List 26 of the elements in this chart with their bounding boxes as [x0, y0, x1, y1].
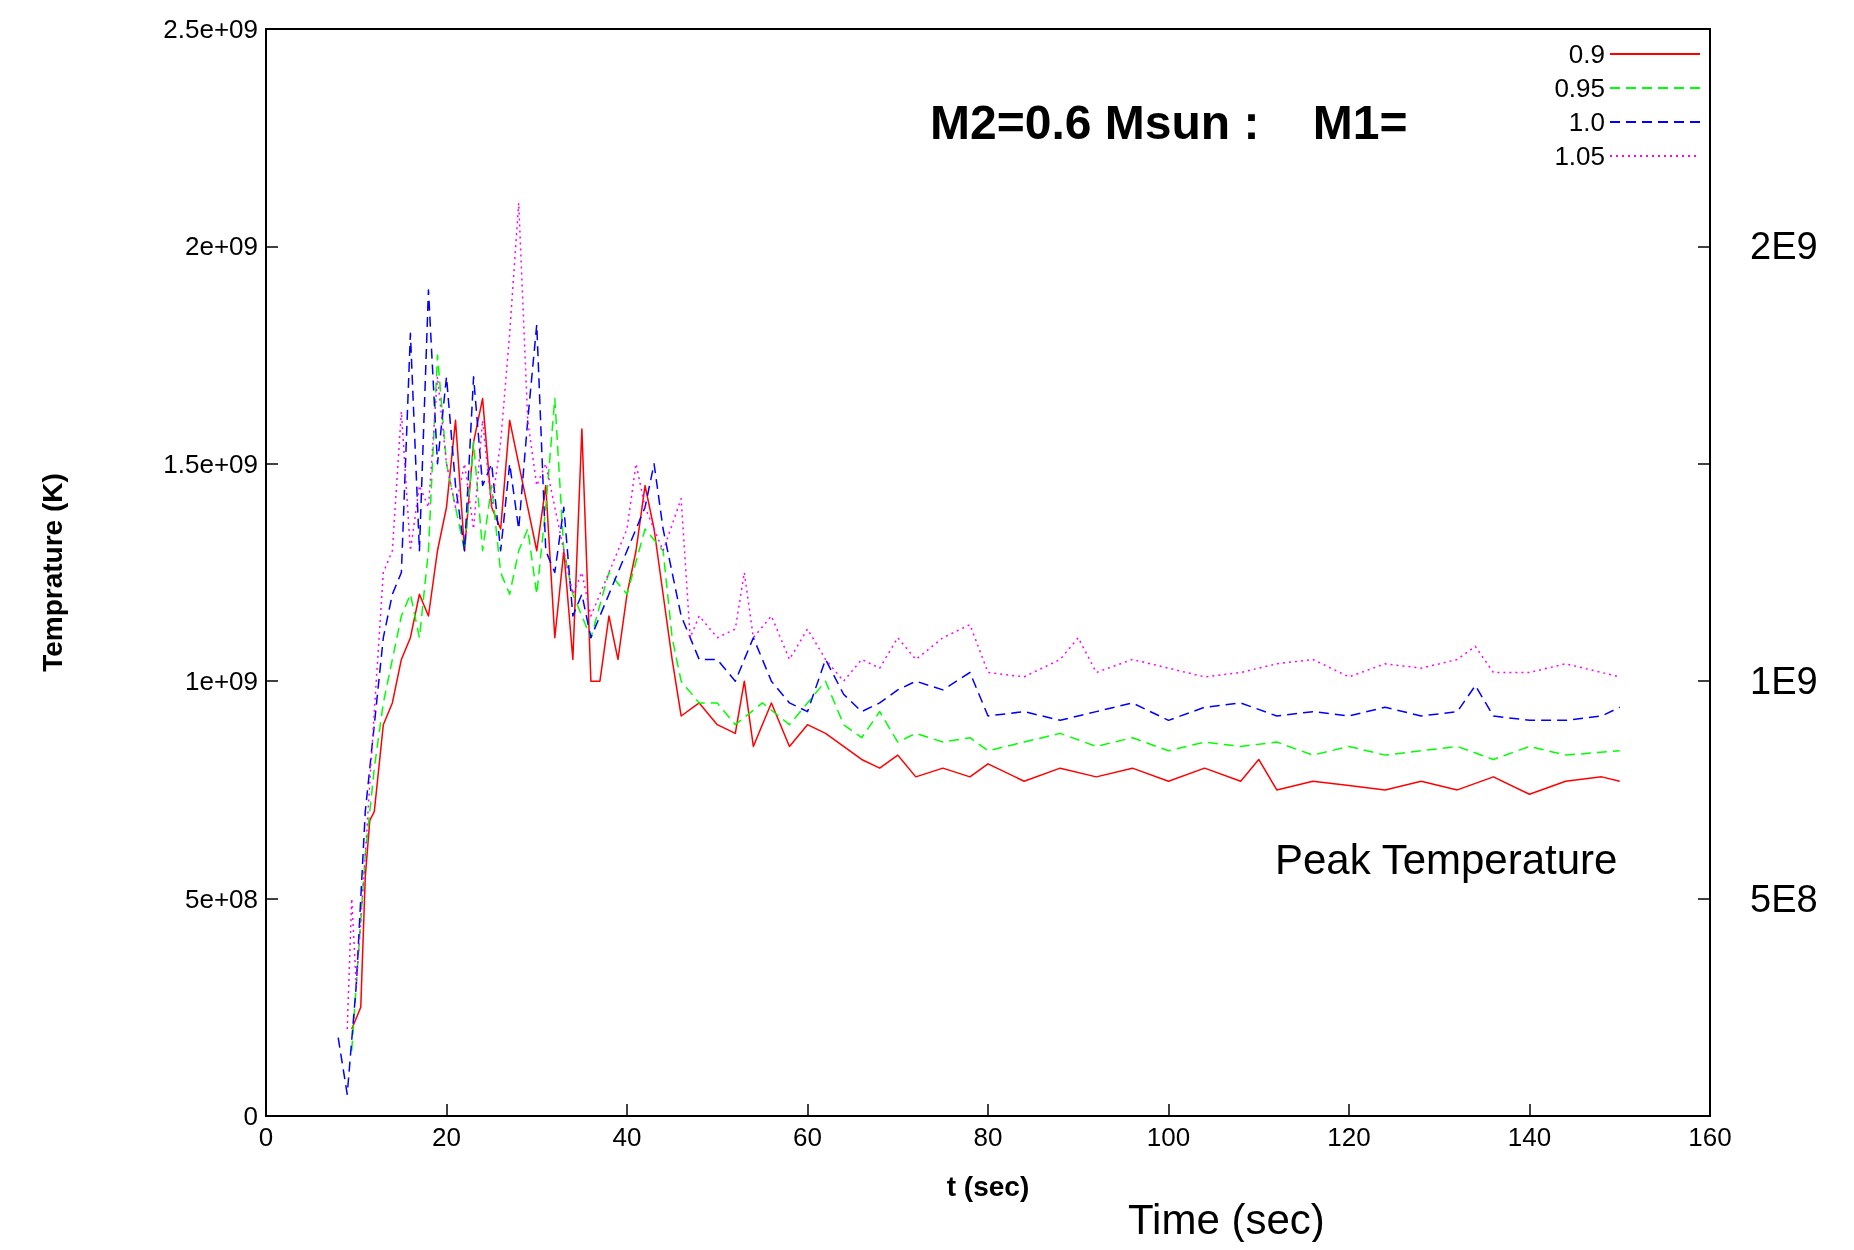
x-tick-label: 100 [1146, 1122, 1191, 1152]
x-tick-label: 80 [973, 1122, 1003, 1152]
y-tick-label: 1e+09 [184, 666, 258, 697]
legend-label: 1.05 [1554, 141, 1605, 171]
y-tick-label: 1.5e+09 [163, 448, 258, 479]
x-tick-label: 140 [1507, 1122, 1552, 1152]
y2-tick-label: 5E8 [1750, 877, 1818, 920]
legend-label: 0.9 [1568, 39, 1605, 69]
x-axis-title: t (sec) [946, 1170, 1030, 1202]
x-tick-label: 20 [432, 1122, 461, 1152]
y-tick-label: 5e+08 [184, 883, 258, 914]
annotation: M2=0.6 Msun : M1= [930, 95, 1408, 149]
x-tick-label: 40 [612, 1122, 642, 1152]
annotation: Peak Temperature [1275, 835, 1618, 883]
legend-label: 1.0 [1568, 107, 1605, 137]
y-axis-title: Temprature (K) [36, 473, 68, 672]
y-tick-label: 2.5e+09 [163, 14, 258, 44]
x-tick-label: 60 [793, 1122, 822, 1152]
y2-tick-label: 1E9 [1750, 660, 1818, 703]
x-tick-label: 120 [1327, 1122, 1371, 1152]
y-tick-label: 0 [243, 1101, 258, 1131]
x-tick-label: 160 [1688, 1122, 1732, 1152]
legend-label: 0.95 [1554, 73, 1605, 103]
text: Time (sec) [1128, 1195, 1325, 1243]
y-tick-label: 2e+09 [184, 231, 258, 262]
y2-tick-label: 2E9 [1750, 225, 1818, 268]
